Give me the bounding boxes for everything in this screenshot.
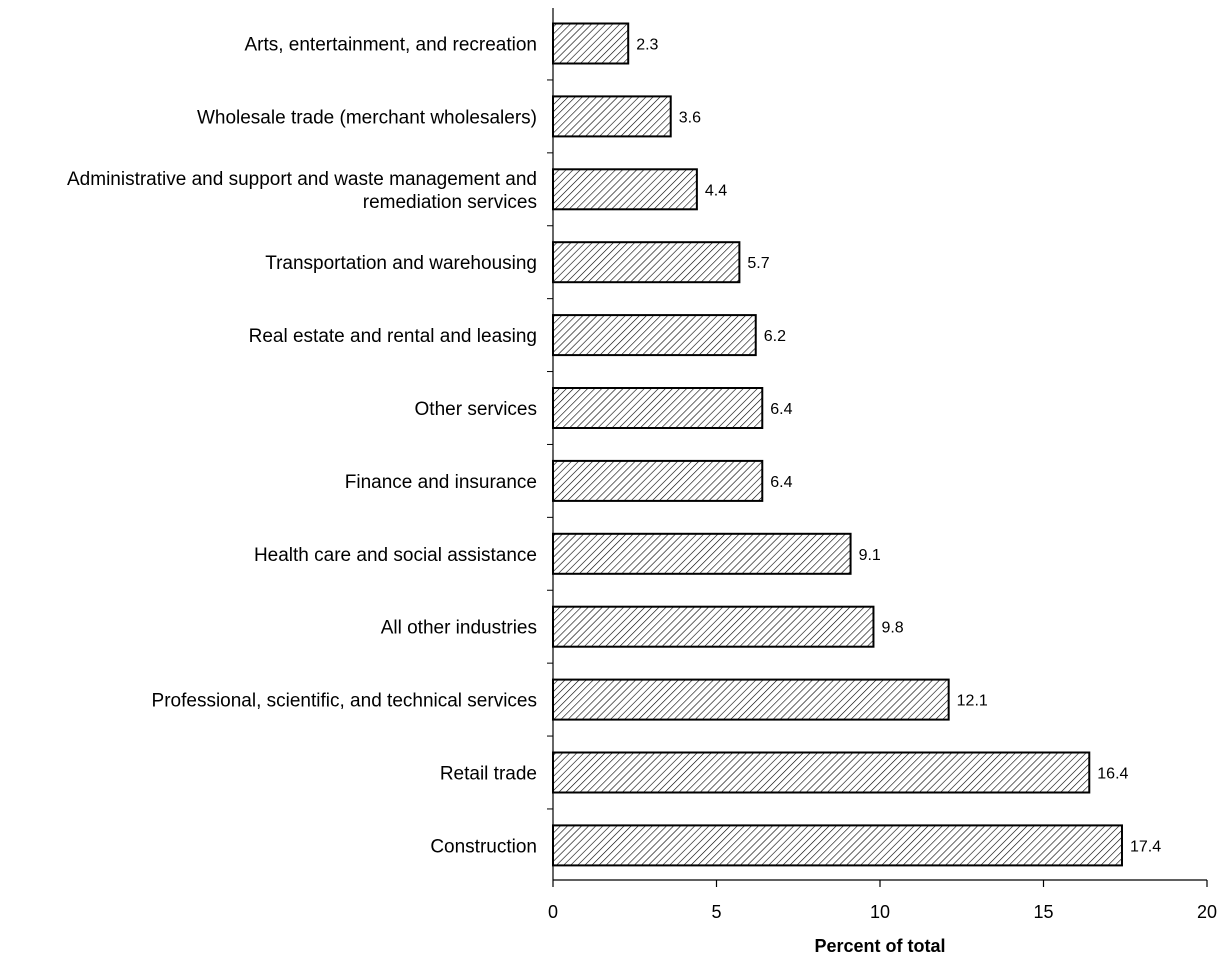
bar (552, 751, 1091, 794)
data-label: 12.1 (957, 693, 988, 710)
category-label: Real estate and rental and leasing (249, 326, 537, 347)
bar (552, 314, 757, 357)
category-label: All other industries (381, 618, 537, 639)
data-label: 6.4 (770, 401, 792, 418)
bar (552, 241, 741, 284)
category-label: Retail trade (440, 764, 537, 785)
category-label: Professional, scientific, and technical … (152, 691, 537, 712)
bar (552, 605, 875, 648)
category-label: Construction (430, 836, 537, 857)
x-axis-title: Percent of total (814, 936, 945, 956)
bars-layer (552, 22, 1123, 867)
data-label: 9.8 (881, 620, 903, 637)
axes-layer (547, 8, 1208, 887)
x-tick-label: 5 (711, 902, 721, 922)
bar (552, 168, 698, 211)
x-tick-label: 10 (870, 902, 890, 922)
data-label: 6.4 (770, 474, 792, 491)
labels-layer: 2.3 Arts, entertainment, and recreation 3.… (67, 35, 1217, 923)
category-label: Wholesale trade (merchant wholesalers) (197, 107, 537, 128)
category-label: Other services (415, 399, 537, 420)
category-label: Administrative and support and waste man… (67, 169, 537, 190)
category-label: Transportation and warehousing (265, 253, 537, 274)
category-label: Finance and insurance (345, 472, 537, 493)
data-label: 9.1 (859, 547, 881, 564)
bar (552, 95, 672, 138)
category-label: Arts, entertainment, and recreation (244, 35, 537, 56)
data-label: 16.4 (1097, 766, 1128, 783)
x-tick-label: 20 (1197, 902, 1217, 922)
x-tick-label: 0 (548, 902, 558, 922)
data-label: 5.7 (747, 255, 769, 272)
data-label: 4.4 (705, 182, 727, 199)
bar (552, 532, 852, 575)
category-label: remediation services (363, 192, 537, 213)
bar (552, 22, 630, 65)
category-label: Health care and social assistance (254, 545, 537, 566)
bar (552, 387, 764, 429)
bar (552, 459, 764, 502)
x-tick-label: 15 (1033, 902, 1053, 922)
data-label: 17.4 (1130, 838, 1161, 855)
data-label: 2.3 (636, 37, 658, 54)
data-label: 6.2 (764, 328, 786, 345)
bar (552, 678, 950, 721)
data-label: 3.6 (679, 109, 701, 126)
bar (552, 824, 1123, 867)
